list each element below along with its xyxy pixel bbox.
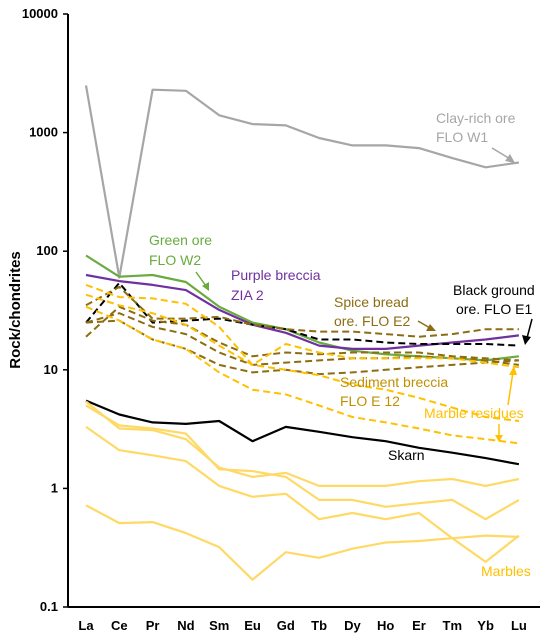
x-tick-label: Nd (177, 618, 194, 633)
y-ticks: 0.1 1 10 100 1000 10000 (22, 6, 68, 614)
annotation-green-ore-2: FLO W2 (149, 252, 201, 268)
annotation-spice-bread-2: ore. FLO E2 (334, 313, 410, 329)
pointer-marble-residues-1 (507, 371, 514, 406)
x-tick-label: Ho (377, 618, 394, 633)
x-tick-label: Yb (477, 618, 494, 633)
x-tick-label: Sm (209, 618, 229, 633)
x-tick-label: Tb (311, 618, 327, 633)
pointer-head-black-ground (522, 335, 531, 345)
annotation-green-ore-1: Green ore (149, 232, 212, 248)
y-tick-label: 100 (36, 243, 58, 258)
x-ticks: La Ce Pr Nd Sm Eu Gd Tb Dy Ho Er Tm Yb Lu (78, 618, 526, 633)
x-tick-label: Ce (111, 618, 128, 633)
series-line-13 (85, 400, 520, 487)
annotation-marbles: Marbles (481, 563, 531, 579)
x-tick-label: Pr (146, 618, 160, 633)
series-lines (84, 85, 520, 581)
x-tick-label: Er (412, 618, 426, 633)
series-line-10 (85, 293, 520, 422)
series-line-5 (85, 285, 519, 338)
x-tick-label: Lu (511, 618, 527, 633)
annotation-marble-residues: Marble residues (424, 405, 524, 421)
annotation-sediment-breccia-1: Sediment breccia (340, 374, 448, 390)
series-line-14 (85, 404, 520, 521)
pointer-head-clay-rich (505, 154, 515, 163)
pointer-green-ore (195, 271, 207, 287)
series-line-8 (85, 319, 519, 376)
annotation-purple-breccia-2: ZIA 2 (231, 287, 264, 303)
x-tick-label: Gd (277, 618, 295, 633)
series-line-12 (85, 399, 520, 466)
annotation-skarn: Skarn (388, 447, 425, 463)
series-line-16 (85, 504, 519, 581)
series-line-1 (84, 85, 520, 279)
y-tick-label: 10000 (22, 6, 58, 21)
annotation-sediment-breccia-2: FLO E 12 (340, 393, 400, 409)
pointer-head-green-ore (202, 282, 209, 291)
x-tick-label: Eu (244, 618, 261, 633)
pointer-head-marble-residues-1 (509, 366, 517, 375)
annotation-clay-rich-1: Clay-rich ore (436, 110, 516, 126)
series-line-2 (85, 254, 520, 362)
pointer-black-ground (526, 318, 533, 339)
y-tick-label: 1000 (29, 125, 58, 140)
series-line-11 (85, 305, 520, 445)
y-tick-label: 10 (44, 362, 58, 377)
annotation-black-ground-2: ore. FLO E1 (456, 301, 532, 317)
annotations: Clay-rich ore FLO W1 Green ore FLO W2 Pu… (149, 110, 535, 579)
y-tick-label: 1 (51, 480, 58, 495)
annotation-purple-breccia-1: Purple breccia (231, 267, 321, 283)
y-tick-label: 0.1 (40, 599, 58, 614)
series-line-15 (85, 425, 520, 564)
annotation-black-ground-1: Black ground (453, 282, 535, 298)
series-line-4 (85, 281, 519, 347)
pointer-head-spice-bread (426, 324, 436, 331)
annotation-spice-bread-1: Spice bread (334, 294, 409, 310)
pointer-spice-bread (417, 320, 431, 329)
pointer-head-marble-residues-2 (495, 435, 503, 442)
annotation-clay-rich-2: FLO W1 (436, 129, 488, 145)
y-axis-label: Rock/chondrites (7, 251, 24, 369)
x-tick-label: La (78, 618, 94, 633)
x-tick-label: Tm (443, 618, 463, 633)
x-tick-label: Dy (344, 618, 361, 633)
